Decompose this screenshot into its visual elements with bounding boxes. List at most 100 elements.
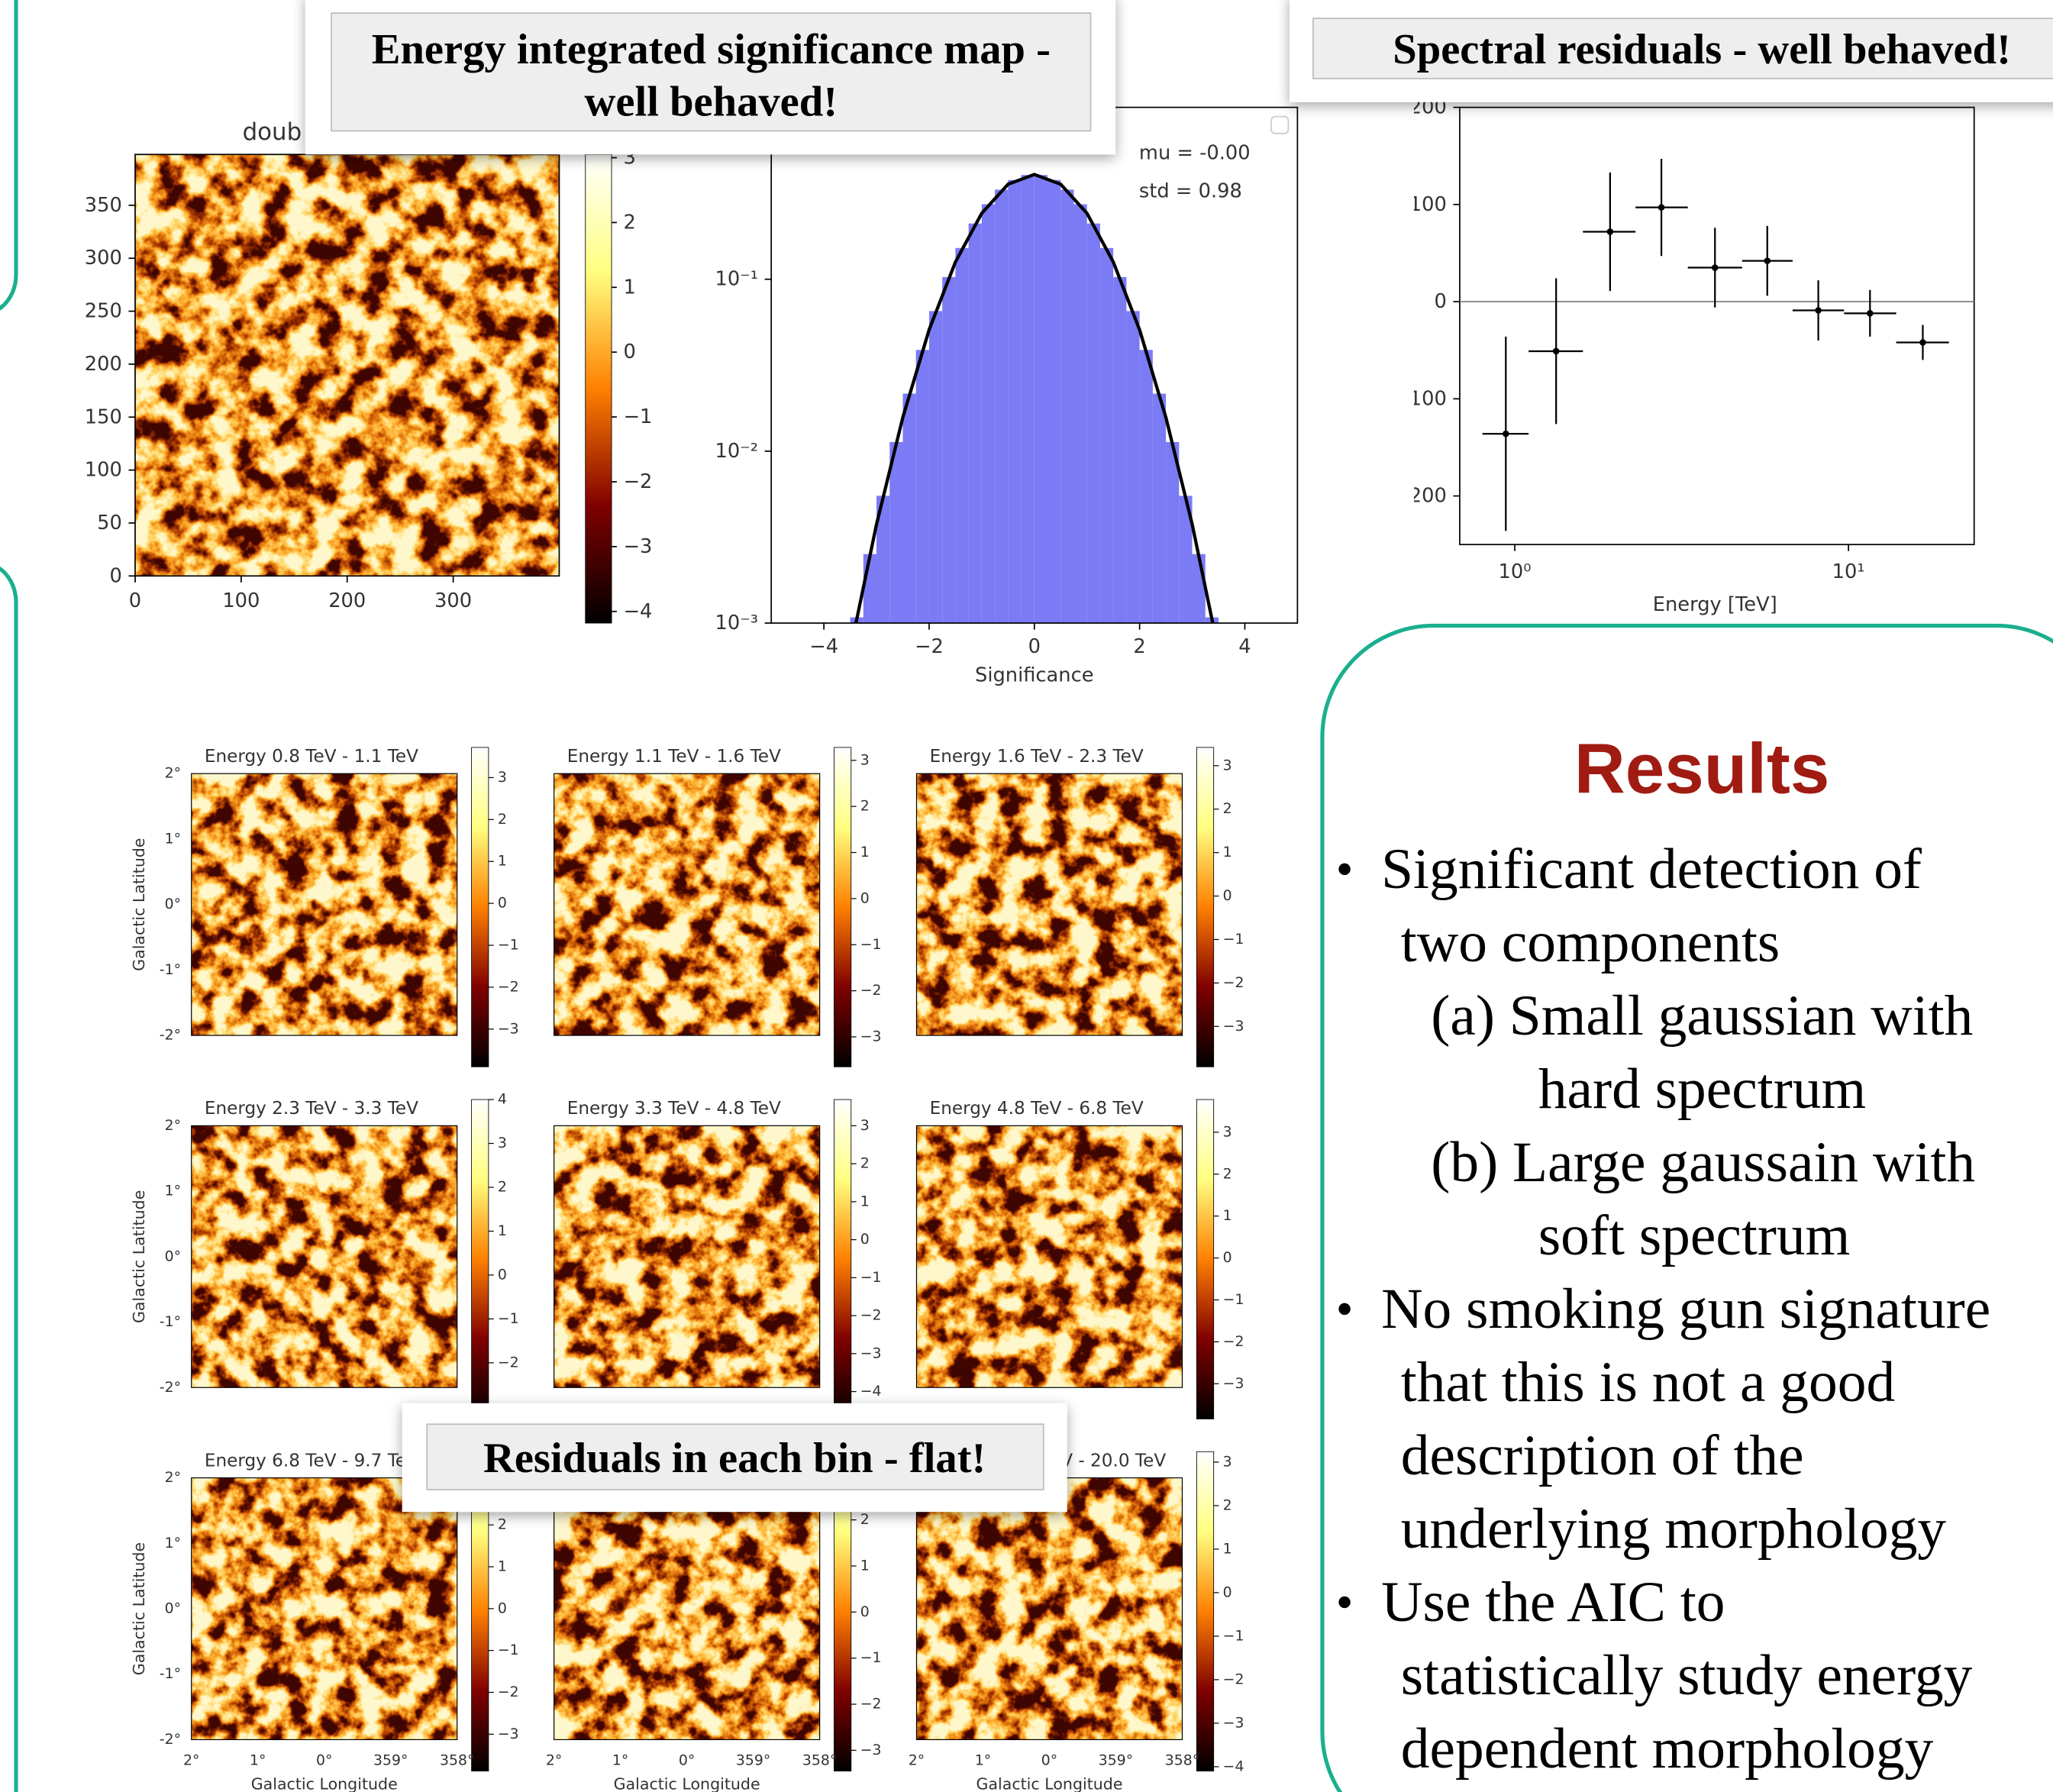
lon-tick-label: 358° [1165, 1752, 1199, 1768]
panel-title: Energy 3.3 TeV - 4.8 TeV [567, 1099, 781, 1119]
x-axis-label: Galactic Longitude [251, 1775, 398, 1792]
y-tick-label: 100 [1409, 193, 1447, 216]
callout-box [426, 1423, 1044, 1490]
bar [1139, 350, 1153, 624]
colorbar-tick-label: 3 [498, 770, 507, 786]
results-line: (a) Small gaussian with [1431, 984, 1973, 1048]
map-frame [915, 773, 1183, 1036]
map-image [554, 1477, 820, 1740]
colorbar-tick-label: 0 [860, 890, 870, 906]
bar [1192, 554, 1206, 624]
point [1867, 310, 1874, 317]
x-tick-label: −2 [915, 635, 944, 658]
legend-text: std = 0.98 [1139, 179, 1242, 202]
lat-tick-label: 0° [165, 1248, 181, 1264]
bar [1113, 276, 1127, 624]
colorbar-tick-label: −3 [498, 1021, 519, 1037]
point [1711, 264, 1719, 271]
lon-tick-label: 359° [1099, 1752, 1133, 1768]
colorbar-tick-label: 0 [498, 896, 507, 912]
lon-tick-label: 359° [736, 1752, 770, 1768]
y-tick-label: 150 [85, 405, 122, 428]
x-tick-label: 0 [129, 589, 141, 612]
colorbar-tick-label: −2 [498, 979, 519, 995]
frame [0, 0, 18, 311]
results-line: Significant detection of [1381, 838, 1922, 901]
bar [995, 189, 1009, 624]
y-tick-label: -100 [1402, 387, 1446, 410]
lat-tick-label: 1° [165, 831, 181, 847]
bar [942, 276, 956, 624]
bar [876, 496, 890, 624]
colorbar-tick-label: −2 [860, 1697, 882, 1713]
map-image [554, 773, 820, 1036]
lat-tick-label: 1° [165, 1535, 181, 1551]
map-image [191, 1477, 457, 1740]
colorbar-tick-label: 2 [623, 211, 635, 234]
legend-text: mu = -0.00 [1139, 142, 1251, 165]
colorbar [471, 747, 489, 1067]
fit-line [854, 173, 1215, 624]
bar [1166, 441, 1180, 624]
colorbar-tick-label: −1 [860, 1650, 882, 1666]
overlays: Energy integrated significance map - wel… [305, 0, 2053, 1792]
colorbar-tick-label: 0 [1223, 1250, 1232, 1266]
map-frame [191, 773, 458, 1036]
map-image [554, 1125, 820, 1388]
x-tick-label: 10⁰ [1499, 560, 1532, 583]
y-tick-label: 300 [85, 247, 122, 270]
lon-tick-label: 358° [802, 1752, 837, 1768]
callout-box [331, 12, 1092, 132]
point [1606, 228, 1614, 235]
panel-title: Energy 6.8 TeV - 9.7 TeV [205, 1451, 418, 1471]
results-line: statistically study energy [1401, 1644, 1973, 1707]
bar [1126, 311, 1140, 624]
bar [889, 441, 903, 624]
panel-title: Energy 1.1 TeV - 1.6 TeV [567, 747, 781, 767]
y-axis-label: Galactic Latitude [130, 838, 148, 970]
colorbar-tick-label: 2 [1223, 801, 1232, 817]
bar [863, 554, 877, 624]
colorbar-tick-label: 1 [1223, 844, 1232, 860]
colorbar-tick-label: 1 [1223, 1541, 1232, 1557]
bar [1034, 175, 1048, 624]
y-tick-label: 0 [1434, 290, 1446, 313]
results-line: underlying morphology [1401, 1497, 1947, 1561]
x-tick-label: 0 [1028, 635, 1041, 658]
results-line: No smoking gun signature [1381, 1277, 1990, 1341]
lat-tick-label: -2° [160, 1028, 181, 1044]
lon-tick-label: 0° [679, 1752, 695, 1768]
lat-tick-label: 2° [165, 766, 181, 782]
lon-tick-label: 359° [373, 1752, 408, 1768]
colorbar [1196, 1451, 1215, 1771]
results-box [1320, 623, 2053, 1792]
y-tick-label: 250 [85, 300, 122, 323]
colorbar-tick-label: −2 [498, 1354, 519, 1371]
y-tick-label: 0 [109, 564, 121, 587]
lon-tick-label: 0° [1041, 1752, 1057, 1768]
lat-tick-label: -1° [160, 1666, 181, 1682]
map-frame [915, 1125, 1183, 1388]
callout-text: well behaved! [585, 79, 838, 126]
colorbar-tick-label: 4 [498, 1092, 507, 1108]
x-tick-label: 2 [1133, 635, 1145, 658]
x-tick-label: 200 [328, 589, 366, 612]
bar [1008, 179, 1022, 624]
map-image [191, 1125, 457, 1388]
colorbar-tick-label: −1 [498, 938, 519, 954]
colorbar-tick-label: 2 [498, 812, 507, 828]
callout-text: Energy integrated significance map - [372, 26, 1051, 73]
colorbar-tick-label: −1 [1223, 932, 1244, 948]
colorbar-tick-label: −1 [498, 1311, 519, 1327]
colorbar-tick-label: −4 [860, 1384, 882, 1400]
point [1815, 307, 1822, 314]
y-tick-label: 50 [97, 512, 122, 534]
x-axis-label: Significance [975, 664, 1094, 687]
map-image [916, 1125, 1183, 1388]
colorbar-tick-label: 0 [860, 1604, 870, 1620]
colorbar [834, 1099, 852, 1419]
bar [1047, 179, 1061, 624]
colorbar-tick-label: −2 [498, 1684, 519, 1700]
